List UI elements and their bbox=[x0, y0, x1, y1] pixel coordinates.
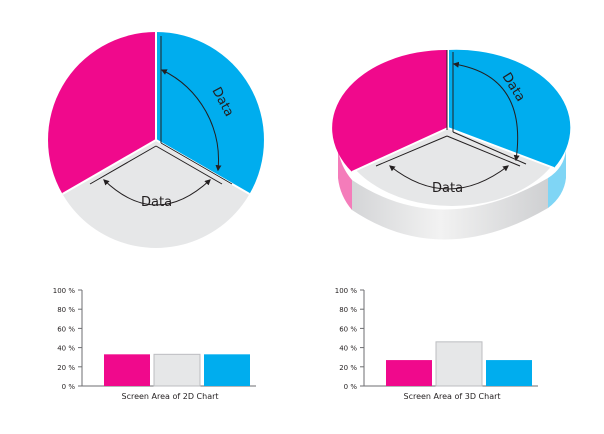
pie-2d-horizontal-data-label: Data bbox=[141, 195, 172, 210]
pie-3d-dimension-lines bbox=[375, 50, 527, 190]
x-axis-label: Screen Area of 2D Chart bbox=[121, 392, 218, 401]
bar-1 bbox=[153, 353, 201, 387]
y-tick-label: 40 % bbox=[339, 345, 357, 353]
y-tick-label: 0 % bbox=[62, 383, 76, 391]
y-tick-label: 100 % bbox=[335, 287, 358, 295]
pie-3d-magenta-slice bbox=[332, 49, 448, 172]
y-tick-label: 80 % bbox=[339, 306, 357, 314]
bar-0 bbox=[386, 360, 432, 386]
x-axis-label: Screen Area of 3D Chart bbox=[403, 392, 500, 401]
y-tick-label: 80 % bbox=[57, 306, 75, 314]
bar-chart-2d: 0 % 20 % 40 % 60 % 80 % 100 % Screen Area of 2… bbox=[53, 287, 256, 401]
y-tick-label: 0 % bbox=[344, 383, 358, 391]
pie-2d-magenta-slice bbox=[48, 32, 156, 194]
y-tick-label: 20 % bbox=[339, 364, 357, 372]
bar-2 bbox=[486, 360, 532, 386]
pie-3d-magenta-side bbox=[338, 148, 352, 210]
bar-2 bbox=[204, 354, 250, 386]
y-tick-label: 100 % bbox=[53, 287, 76, 295]
bar-chart-3d: 0 % 20 % 40 % 60 % 80 % 100 % Screen Area of 3… bbox=[335, 287, 538, 401]
pie-3d-horizontal-data-label: Data bbox=[432, 181, 463, 196]
y-tick-label: 40 % bbox=[57, 345, 75, 353]
pie-2d-dimension-lines bbox=[89, 36, 233, 206]
y-tick-label: 20 % bbox=[57, 364, 75, 372]
pie-3d-diagram: Data Data bbox=[332, 49, 571, 240]
bar-0 bbox=[104, 354, 150, 386]
pie-3d-gray-side bbox=[352, 178, 548, 240]
bar-1 bbox=[435, 341, 483, 387]
y-tick-label: 60 % bbox=[339, 325, 357, 333]
y-tick-label: 60 % bbox=[57, 325, 75, 333]
pie-3d-blue-side bbox=[548, 150, 566, 208]
pie-2d-diagram: Data Data bbox=[48, 32, 264, 248]
